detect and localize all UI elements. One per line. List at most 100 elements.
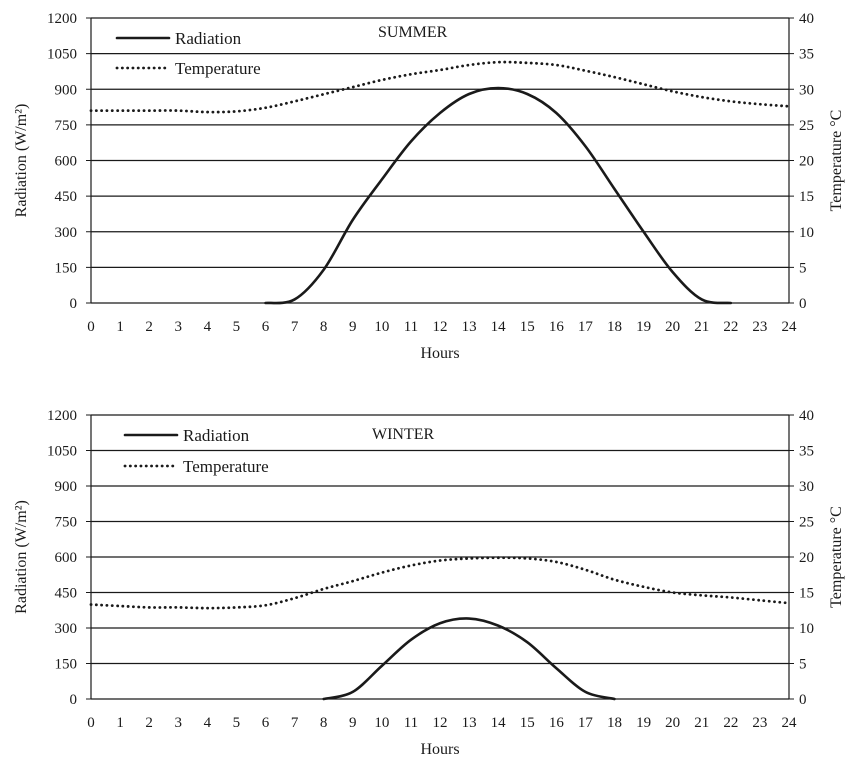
y-tick-label: 450 [55, 586, 78, 602]
x-tick-label: 9 [349, 319, 357, 335]
legend-label-temperature: Temperature [183, 457, 269, 476]
y2-axis-label: Temperature °C [828, 506, 845, 608]
y2-tick-label: 0 [799, 296, 807, 312]
x-tick-label: 22 [723, 319, 738, 335]
y-tick-label: 150 [55, 260, 78, 276]
y2-tick-label: 35 [799, 47, 814, 63]
x-axis-label: Hours [420, 741, 459, 756]
x-tick-label: 1 [116, 319, 124, 335]
y2-tick-label: 35 [799, 444, 814, 460]
x-tick-label: 11 [404, 715, 418, 731]
chart-panel-1: 0150300450600750900105012000510152025303… [13, 11, 845, 362]
y2-axis-label: Temperature °C [828, 110, 845, 212]
series-line-radiation [322, 617, 616, 701]
x-tick-label: 1 [116, 715, 124, 731]
series-line-radiation [264, 86, 733, 305]
y2-tick-label: 5 [799, 657, 807, 673]
x-tick-label: 14 [491, 715, 507, 731]
x-tick-label: 2 [145, 319, 153, 335]
x-tick-label: 18 [607, 319, 622, 335]
y2-tick-label: 20 [799, 550, 814, 566]
y-tick-label: 1200 [47, 408, 77, 424]
x-tick-label: 0 [87, 715, 95, 731]
y2-tick-label: 30 [799, 82, 814, 98]
x-tick-label: 7 [291, 319, 299, 335]
y-tick-label: 0 [70, 692, 78, 708]
y-tick-label: 1200 [47, 11, 77, 27]
x-tick-label: 17 [578, 319, 594, 335]
x-axis-label: Hours [420, 345, 459, 362]
y-axis-label: Radiation (W/m²) [13, 500, 30, 614]
x-tick-label: 5 [233, 715, 241, 731]
x-tick-label: 15 [520, 715, 535, 731]
x-tick-label: 0 [87, 319, 95, 335]
y-tick-label: 300 [55, 621, 78, 637]
x-tick-label: 3 [175, 715, 183, 731]
y-tick-label: 900 [55, 479, 78, 495]
x-tick-label: 12 [433, 715, 448, 731]
y-tick-label: 1050 [47, 444, 77, 460]
x-tick-label: 20 [665, 319, 680, 335]
x-tick-label: 8 [320, 319, 328, 335]
series-line-temperature [89, 60, 791, 114]
y2-tick-label: 15 [799, 189, 814, 205]
y-axis-label: Radiation (W/m²) [13, 104, 30, 218]
x-tick-label: 7 [291, 715, 299, 731]
x-tick-label: 23 [752, 319, 767, 335]
x-tick-label: 4 [204, 715, 212, 731]
x-tick-label: 21 [694, 319, 709, 335]
y-tick-label: 750 [55, 515, 78, 531]
x-tick-label: 2 [145, 715, 153, 731]
x-tick-label: 3 [175, 319, 183, 335]
x-tick-label: 18 [607, 715, 622, 731]
x-tick-label: 9 [349, 715, 357, 731]
x-tick-label: 20 [665, 715, 680, 731]
x-tick-label: 6 [262, 715, 270, 731]
y2-tick-label: 15 [799, 586, 814, 602]
x-tick-label: 10 [374, 715, 389, 731]
x-tick-label: 4 [204, 319, 212, 335]
x-tick-label: 13 [462, 715, 477, 731]
y2-tick-label: 40 [799, 11, 814, 27]
x-tick-label: 21 [694, 715, 709, 731]
x-tick-label: 23 [752, 715, 767, 731]
legend-label-temperature: Temperature [175, 59, 261, 78]
x-tick-label: 8 [320, 715, 328, 731]
x-tick-label: 6 [262, 319, 270, 335]
x-tick-label: 12 [433, 319, 448, 335]
chart-title: SUMMER [378, 24, 448, 41]
y2-tick-label: 10 [799, 225, 814, 241]
y-tick-label: 300 [55, 225, 78, 241]
x-tick-label: 10 [374, 319, 389, 335]
y-tick-label: 750 [55, 118, 78, 134]
x-tick-label: 19 [636, 715, 651, 731]
y-tick-label: 1050 [47, 47, 77, 63]
x-tick-label: 24 [782, 715, 798, 731]
x-tick-label: 14 [491, 319, 507, 335]
y2-tick-label: 25 [799, 118, 814, 134]
y2-tick-label: 10 [799, 621, 814, 637]
legend-label-radiation: Radiation [175, 29, 242, 48]
x-tick-label: 16 [549, 715, 565, 731]
y2-tick-label: 5 [799, 260, 807, 276]
y-tick-label: 150 [55, 657, 78, 673]
x-tick-label: 16 [549, 319, 565, 335]
y-tick-label: 450 [55, 189, 78, 205]
y2-tick-label: 20 [799, 154, 814, 170]
x-tick-label: 11 [404, 319, 418, 335]
legend-label-radiation: Radiation [183, 426, 250, 445]
x-tick-label: 22 [723, 715, 738, 731]
x-tick-label: 24 [782, 319, 798, 335]
y-tick-label: 900 [55, 82, 78, 98]
series-line-temperature [89, 556, 791, 610]
x-tick-label: 13 [462, 319, 477, 335]
x-tick-label: 17 [578, 715, 594, 731]
chart-panel-2: 0150300450600750900105012000510152025303… [13, 408, 845, 758]
chart-title: WINTER [372, 426, 435, 443]
y-tick-label: 0 [70, 296, 78, 312]
y-tick-label: 600 [55, 550, 78, 566]
y2-tick-label: 40 [799, 408, 814, 424]
y2-tick-label: 25 [799, 515, 814, 531]
x-tick-label: 19 [636, 319, 651, 335]
